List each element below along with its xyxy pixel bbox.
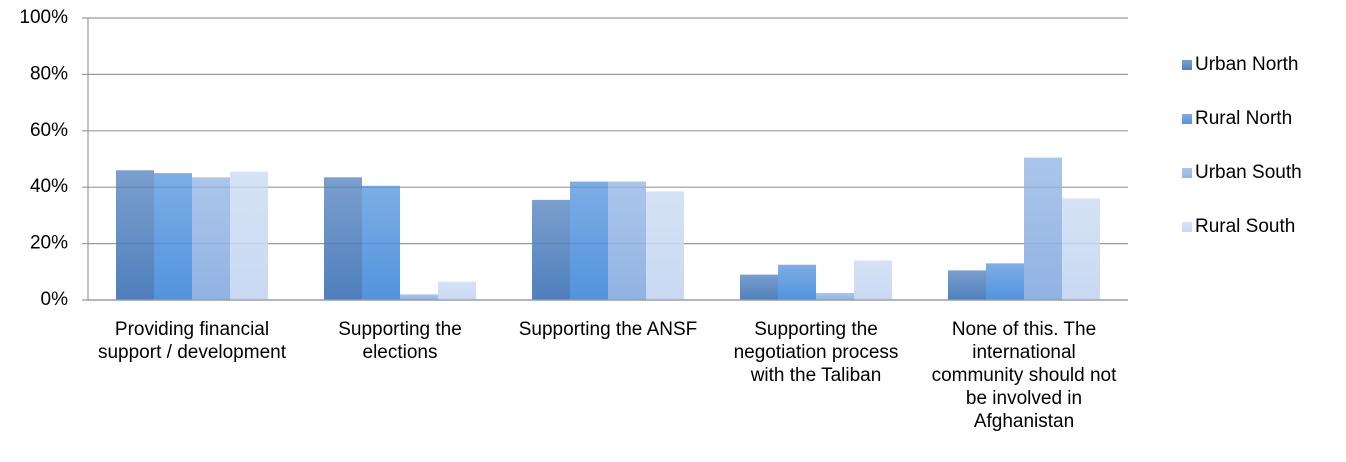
bar [362,185,400,300]
bar [1024,157,1062,300]
bar [192,177,230,300]
y-tick-label: 0% [41,289,69,310]
bar [400,294,438,300]
x-tick-label: Supporting the ANSF [518,319,698,340]
bar [438,281,476,300]
bar [854,260,892,300]
bar [986,263,1024,300]
legend-swatch [1182,222,1192,232]
bar [646,191,684,300]
bar [154,173,192,300]
bar [740,274,778,300]
bar [532,199,570,300]
x-tick-label: Supporting the negotiation process with … [733,319,899,386]
bar [230,171,268,300]
bar [570,181,608,300]
y-tick-label: 20% [30,233,68,254]
bar [608,181,646,300]
legend-label: Urban South [1195,162,1302,183]
y-tick-label: 40% [30,176,68,197]
y-tick-label: 60% [30,120,68,141]
bar [948,270,986,300]
bar [1062,198,1100,300]
legend-label: Rural North [1195,108,1292,129]
bar [816,292,854,300]
legend-swatch [1182,168,1192,178]
y-tick-label: 100% [19,7,68,28]
legend-swatch [1182,60,1192,70]
legend-label: Urban North [1195,54,1299,75]
x-tick-label: None of this. The international communit… [931,319,1117,432]
bar [116,170,154,300]
x-tick-label: Supporting the elections [338,319,462,363]
x-tick-label: Providing financial support / developmen… [97,319,286,363]
bar [324,177,362,300]
legend-label: Rural South [1195,216,1295,237]
legend-swatch [1182,114,1192,124]
bar [778,264,816,300]
y-tick-label: 80% [30,63,68,84]
